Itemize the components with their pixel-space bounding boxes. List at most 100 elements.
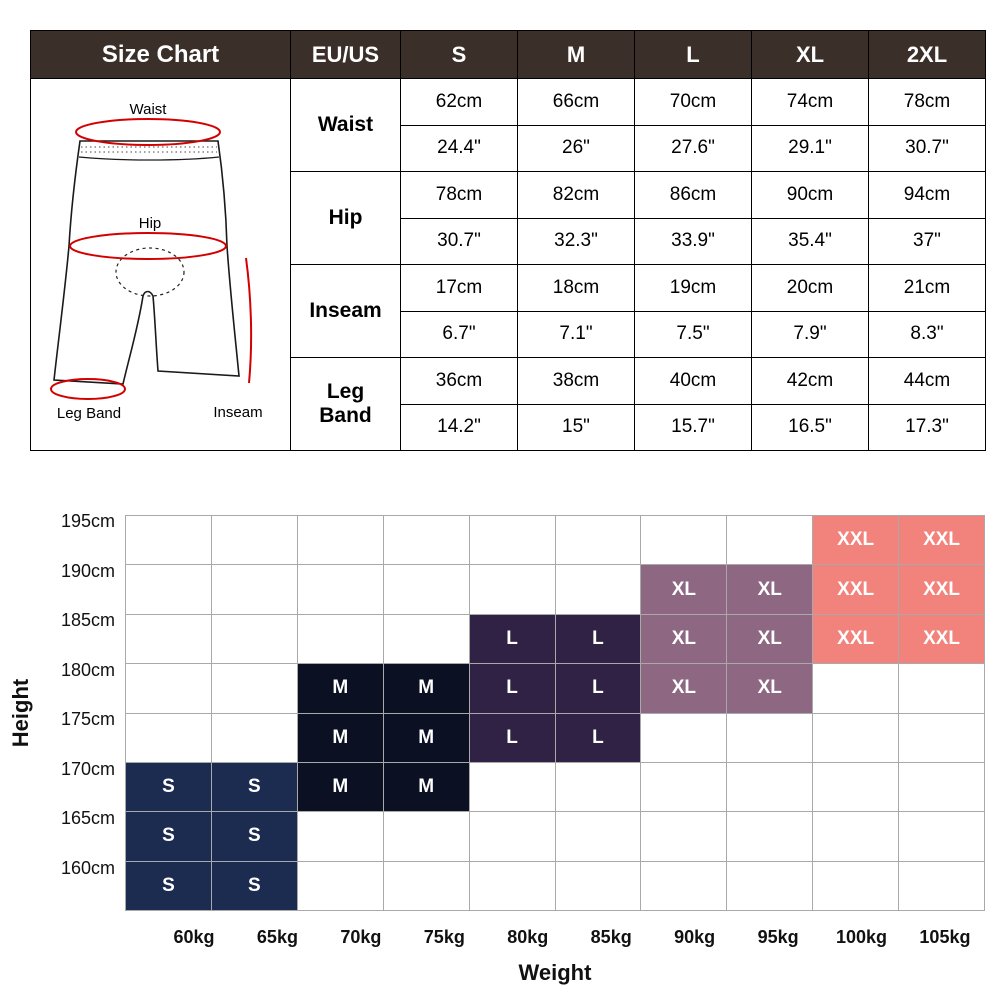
weight-tick-label: 90kg bbox=[674, 927, 716, 947]
empty-grid-cell bbox=[727, 861, 814, 911]
empty-grid-cell bbox=[727, 516, 814, 566]
size-zone-cell-s: S bbox=[126, 762, 212, 813]
empty-grid-cell bbox=[211, 713, 298, 763]
empty-grid-cell bbox=[555, 565, 642, 615]
height-tick-label: 160cm bbox=[60, 857, 115, 878]
empty-grid-cell bbox=[469, 565, 556, 615]
legband-measure-ellipse bbox=[50, 378, 126, 400]
empty-grid-cell bbox=[555, 861, 642, 911]
size-grid: XXL XXL XL XL XXL XXL L L XL XL XXL XXL M M L L XL XL M M L L… bbox=[125, 515, 985, 911]
size-zone-cell-l: L bbox=[469, 713, 556, 763]
size-zone-cell-s: S bbox=[211, 861, 298, 911]
size-chart-title: Size Chart bbox=[30, 30, 291, 79]
size-column-header: S bbox=[400, 30, 518, 79]
size-zone-cell-m: M bbox=[297, 713, 384, 763]
measure-value-cm: 78cm bbox=[868, 78, 986, 126]
measure-value-inch: 8.3" bbox=[868, 310, 986, 358]
shorts-diagram: Waist Hip Leg Band Inseam bbox=[50, 101, 263, 422]
measure-value-cm: 21cm bbox=[868, 264, 986, 312]
measure-value-inch: 15" bbox=[517, 403, 635, 451]
weight-tick-label: 60kg bbox=[173, 927, 215, 947]
size-zone-cell-m: M bbox=[383, 713, 470, 763]
measure-value-cm: 17cm bbox=[400, 264, 518, 312]
size-zone-cell-s: S bbox=[211, 812, 298, 862]
size-zone-cell-m: M bbox=[383, 762, 470, 813]
measure-value-inch: 17.3" bbox=[868, 403, 986, 451]
empty-grid-cell bbox=[813, 861, 900, 911]
measure-value-inch: 6.7" bbox=[400, 310, 518, 358]
empty-grid-cell bbox=[813, 713, 900, 763]
measure-row-label: Inseam bbox=[290, 264, 401, 358]
empty-grid-cell bbox=[469, 516, 556, 566]
empty-grid-cell bbox=[727, 812, 814, 862]
height-tick-label: 190cm bbox=[60, 560, 115, 581]
empty-grid-cell bbox=[211, 664, 298, 714]
empty-grid-cell bbox=[469, 812, 556, 862]
x-axis-title: Weight bbox=[518, 960, 592, 985]
height-tick-label: 165cm bbox=[60, 808, 115, 828]
measure-value-inch: 24.4" bbox=[400, 124, 518, 172]
size-table: Size Chart EU/US S M L XL 2XL Waist 62cm 66cm 70cm… bbox=[30, 30, 986, 451]
empty-grid-cell bbox=[383, 812, 470, 862]
empty-grid-cell bbox=[899, 713, 985, 763]
size-zone-cell-xxl: XXL bbox=[813, 614, 900, 665]
empty-grid-cell bbox=[899, 664, 985, 714]
measure-row-label: Hip bbox=[290, 171, 401, 265]
size-column-header: XL bbox=[751, 30, 869, 79]
empty-grid-cell bbox=[211, 516, 298, 566]
measure-value-cm: 86cm bbox=[634, 171, 752, 219]
shorts-outline bbox=[53, 140, 240, 385]
size-zone-cell-m: M bbox=[383, 664, 470, 714]
weight-tick-label: 100kg bbox=[835, 927, 888, 947]
diagram-legband-label: Leg Band bbox=[57, 405, 121, 422]
empty-grid-cell bbox=[641, 812, 728, 862]
measure-value-cm: 70cm bbox=[634, 78, 752, 126]
measure-value-inch: 15.7" bbox=[634, 403, 752, 451]
size-zone-cell-xl: XL bbox=[727, 565, 814, 615]
height-tick-label: 170cm bbox=[60, 758, 115, 779]
size-zone-cell-xxl: XXL bbox=[813, 565, 900, 615]
measure-value-cm: 42cm bbox=[751, 357, 869, 405]
measure-row-label: Waist bbox=[290, 78, 401, 172]
empty-grid-cell bbox=[899, 812, 985, 862]
empty-grid-cell bbox=[641, 516, 728, 566]
size-zone-cell-s: S bbox=[126, 861, 212, 911]
size-zone-cell-s: S bbox=[211, 762, 298, 813]
empty-grid-cell bbox=[641, 861, 728, 911]
empty-grid-cell bbox=[899, 762, 985, 813]
diagram-hip-label: Hip bbox=[139, 215, 162, 232]
measure-value-cm: 78cm bbox=[400, 171, 518, 219]
measure-value-inch: 29.1" bbox=[751, 124, 869, 172]
size-zone-cell-l: L bbox=[469, 664, 556, 714]
size-zone-cell-l: L bbox=[469, 614, 556, 665]
empty-grid-cell bbox=[297, 614, 384, 665]
empty-grid-cell bbox=[555, 516, 642, 566]
empty-grid-cell bbox=[126, 664, 212, 714]
height-weight-chart: Height XXL XXL XL XL XXL XXL L L XL XL XXL XXL M M L L X… bbox=[0, 480, 1000, 1000]
size-zone-cell-m: M bbox=[297, 664, 384, 714]
shorts-diagram-cell bbox=[30, 78, 291, 451]
measure-value-cm: 74cm bbox=[751, 78, 869, 126]
measure-value-inch: 7.5" bbox=[634, 310, 752, 358]
size-zone-cell-xl: XL bbox=[727, 664, 814, 714]
y-axis-title: Height bbox=[8, 678, 33, 748]
empty-grid-cell bbox=[899, 861, 985, 911]
measure-value-inch: 33.9" bbox=[634, 217, 752, 265]
size-zone-cell-xl: XL bbox=[641, 565, 728, 615]
empty-grid-cell bbox=[555, 762, 642, 813]
measure-value-cm: 44cm bbox=[868, 357, 986, 405]
size-zone-cell-xxl: XXL bbox=[899, 565, 985, 615]
size-column-header: L bbox=[634, 30, 752, 79]
measure-value-cm: 18cm bbox=[517, 264, 635, 312]
size-zone-cell-xxl: XXL bbox=[813, 516, 900, 566]
height-tick-label: 175cm bbox=[60, 709, 115, 729]
size-column-header: M bbox=[517, 30, 635, 79]
empty-grid-cell bbox=[813, 762, 900, 813]
diagram-waist-label: Waist bbox=[130, 101, 168, 118]
empty-grid-cell bbox=[813, 664, 900, 714]
hip-measure-ellipse bbox=[69, 232, 227, 260]
measure-value-cm: 62cm bbox=[400, 78, 518, 126]
empty-grid-cell bbox=[126, 713, 212, 763]
measure-value-inch: 27.6" bbox=[634, 124, 752, 172]
